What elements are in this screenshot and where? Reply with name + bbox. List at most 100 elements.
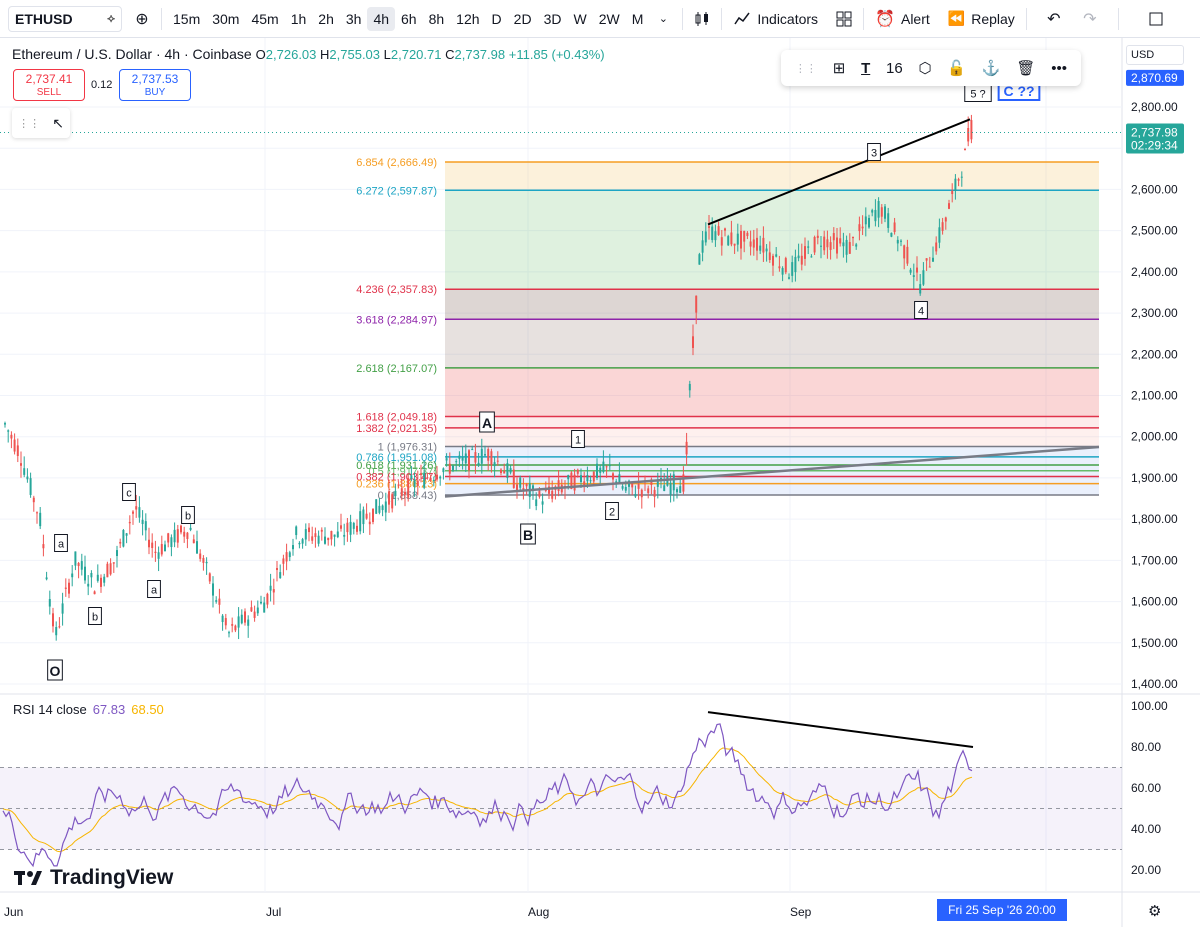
redo-icon[interactable]: ↷ xyxy=(1083,10,1097,28)
candle-body xyxy=(810,256,813,258)
template-icon[interactable]: ⊞ xyxy=(832,60,846,77)
symbol-menu-icon[interactable]: ⟡ xyxy=(107,11,115,25)
time-axis-label: Jun xyxy=(4,905,23,919)
timeframe-list: 15m 30m 45m 1h 2h 3h 4h 6h 8h 12h D 2D 3D W 2W M xyxy=(167,6,649,31)
timeframe-2h[interactable]: 2h xyxy=(318,10,334,27)
timeframe-4h[interactable]: 4h xyxy=(367,6,396,31)
currency-selector[interactable]: USD xyxy=(1126,45,1184,65)
drag-handle-icon[interactable]: ⋮⋮ xyxy=(18,117,41,130)
candle-body xyxy=(39,512,42,527)
trash-icon[interactable]: 🗑 xyxy=(1016,60,1036,77)
candle-body xyxy=(836,237,838,254)
candle-body xyxy=(775,254,778,257)
sell-button[interactable]: 2,737.41 SELL xyxy=(13,69,85,101)
indicators-button[interactable]: Indicators xyxy=(727,6,824,32)
candle-body xyxy=(365,513,368,519)
price-axis: 2,800.002,700.002,600.002,500.002,400.00… xyxy=(4,69,1184,919)
candle-body xyxy=(330,530,333,540)
countdown-text: 02:29:34 xyxy=(1131,139,1178,153)
candle-body xyxy=(586,474,589,482)
candle-body xyxy=(852,236,854,239)
alert-button[interactable]: ⏰ Alert xyxy=(869,5,936,33)
arrow-cursor-icon[interactable]: ↖ xyxy=(52,114,64,131)
timeframe-45m[interactable]: 45m xyxy=(251,10,279,27)
timeframe-8h[interactable]: 8h xyxy=(428,10,445,27)
candle-body xyxy=(576,469,579,474)
timeframe-1h[interactable]: 1h xyxy=(290,10,307,27)
tradingview-logo[interactable]: TradingView xyxy=(14,866,173,890)
drawing-toolbar: ⋮⋮ ⊞ T 16 ⬡ 🔓 ⚓ 🗑 ••• xyxy=(781,50,1081,86)
candle-body xyxy=(29,478,32,495)
drag-handle-icon[interactable]: ⋮⋮ xyxy=(794,62,817,75)
timeframe-6h[interactable]: 6h xyxy=(401,10,417,27)
candle-body xyxy=(730,232,733,245)
buy-price: 2,737.53 xyxy=(131,72,179,86)
candle-body xyxy=(519,477,522,488)
undo-icon[interactable]: ↶ xyxy=(1047,10,1061,28)
current-price-tag xyxy=(1126,123,1184,154)
candle-body xyxy=(93,591,96,595)
divider xyxy=(682,7,684,30)
candle-body xyxy=(704,231,707,243)
candle-body xyxy=(788,277,790,279)
wave-label: C ?? xyxy=(1003,83,1034,99)
candle-body xyxy=(698,254,701,265)
timeframe-2W[interactable]: 2W xyxy=(598,10,620,27)
candle-body xyxy=(800,255,803,265)
rsi-line xyxy=(2,723,973,868)
open-label: O xyxy=(255,46,266,62)
wave-label-box xyxy=(47,659,63,681)
candle-body xyxy=(439,476,442,479)
candle-body xyxy=(362,509,365,525)
layout-icon[interactable] xyxy=(1142,5,1170,33)
timeframe-W[interactable]: W xyxy=(573,10,587,27)
text-color-icon[interactable]: T xyxy=(861,59,871,77)
wave-label: 5 ? xyxy=(970,89,985,101)
candle-body xyxy=(679,486,682,493)
rsi-axis-label: 60.00 xyxy=(1131,781,1161,795)
font-size-value[interactable]: 16 xyxy=(886,59,903,77)
timeframe-3h[interactable]: 3h xyxy=(345,10,362,27)
templates-icon[interactable] xyxy=(830,5,858,33)
candle-body xyxy=(714,231,717,241)
lock-icon[interactable]: 🔓 xyxy=(947,60,967,77)
candle-type-icon[interactable] xyxy=(688,5,716,33)
candle-body xyxy=(551,490,554,499)
candle-body xyxy=(544,489,547,491)
symbol-description: Ethereum / U.S. Dollar · 4h · Coinbase xyxy=(12,46,252,62)
timeframe-12h[interactable]: 12h xyxy=(456,10,480,27)
timeframe-M[interactable]: M xyxy=(631,10,644,27)
candle-body xyxy=(928,266,931,268)
candle-body xyxy=(605,466,608,468)
candle-body xyxy=(122,530,125,547)
more-icon[interactable]: ••• xyxy=(1051,59,1067,77)
candle-body xyxy=(148,539,150,548)
timeframe-30m[interactable]: 30m xyxy=(212,10,240,27)
candle-body xyxy=(970,120,973,140)
settings-gear-icon[interactable]: ⚙ xyxy=(1148,903,1162,920)
candle-body xyxy=(269,585,272,591)
anchor-icon[interactable]: ⚓ xyxy=(981,60,1001,77)
symbol-search[interactable]: ETHUSD ⟡ xyxy=(8,5,122,32)
timeframe-3D[interactable]: 3D xyxy=(543,10,562,27)
hexagon-settings-icon[interactable]: ⬡ xyxy=(918,60,932,77)
price-axis-label: 2,500.00 xyxy=(1131,224,1178,238)
candle-body xyxy=(772,255,774,266)
candle-body xyxy=(68,582,70,594)
timeframe-15m[interactable]: 15m xyxy=(173,10,201,27)
compare-add-icon[interactable]: ⊕ xyxy=(135,10,149,28)
candle-body xyxy=(388,491,390,505)
replay-button[interactable]: ⏪ Replay xyxy=(942,6,1021,31)
timeframe-2D[interactable]: 2D xyxy=(513,10,532,27)
timeframe-dropdown-icon[interactable]: ⌄ xyxy=(658,13,668,25)
timeframe-D[interactable]: D xyxy=(491,10,502,27)
candle-body xyxy=(448,463,451,474)
price-axis-label: 2,600.00 xyxy=(1131,182,1178,196)
price-candles xyxy=(0,114,1122,641)
chart-canvas[interactable]: 6.854 (2,666.49) 6.272 (2,597.87) 4.236 (2… xyxy=(0,38,1200,927)
tv-logo-icon xyxy=(14,871,42,885)
top-toolbar: ETHUSD ⟡ ⊕ 15m 30m 45m 1h 2h 3h 4h 6h 8h 12h D 2D 3D… xyxy=(0,0,1200,38)
buy-button[interactable]: 2,737.53 BUY xyxy=(119,69,191,101)
candle-body xyxy=(596,463,598,478)
candle-body xyxy=(493,462,496,467)
